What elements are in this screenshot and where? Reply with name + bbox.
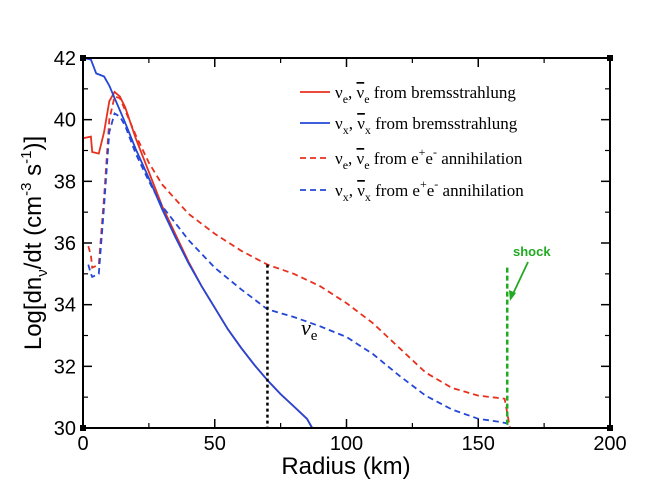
y-tick-label: 38 xyxy=(54,171,76,193)
x-tick-label: 150 xyxy=(462,433,495,455)
x-tick-label: 200 xyxy=(593,433,626,455)
y-tick-label: 36 xyxy=(54,233,76,255)
y-tick-label: 40 xyxy=(54,110,76,132)
y-tick-label: 30 xyxy=(54,418,76,440)
x-tick-label: 0 xyxy=(77,433,88,455)
shock-arrow-head xyxy=(509,290,516,301)
legend-label-4: νx, νx from e+e- annihilation xyxy=(335,177,524,204)
y-tick-label: 32 xyxy=(54,356,76,378)
plot-content xyxy=(82,57,511,429)
x-axis-label: Radius (km) xyxy=(281,453,410,480)
nu-e-annotation: νe xyxy=(301,315,318,344)
y-tick-label: 42 xyxy=(54,48,76,70)
x-tick-label: 100 xyxy=(330,433,363,455)
shock-label: shock xyxy=(513,244,551,259)
y-label-sub-nu: ν xyxy=(34,269,51,277)
series-line-2 xyxy=(82,57,313,429)
legend: νe, νe from bremsstrahlung νx, νx from br… xyxy=(300,83,524,204)
shock-arrow-shaft xyxy=(511,261,529,297)
y-axis-label: Log[dnν/dt (cm-3 s-1)] xyxy=(18,136,51,350)
legend-label-2: νx, νx from bremsstrahlung xyxy=(335,114,518,137)
legend-label-1: νe, νe from bremsstrahlung xyxy=(335,83,516,106)
plot-frame xyxy=(82,57,611,429)
series-line-4 xyxy=(87,112,511,429)
series-line-3 xyxy=(87,95,511,429)
y-tick-label: 34 xyxy=(54,295,76,317)
axis-ticks: 0 50 100 150 200 30 32 34 36 38 40 42 xyxy=(54,48,627,455)
x-tick-label: 50 xyxy=(204,433,226,455)
legend-label-3: νe, νe from e+e- annihilation xyxy=(335,145,523,172)
series-line-1 xyxy=(82,90,313,429)
